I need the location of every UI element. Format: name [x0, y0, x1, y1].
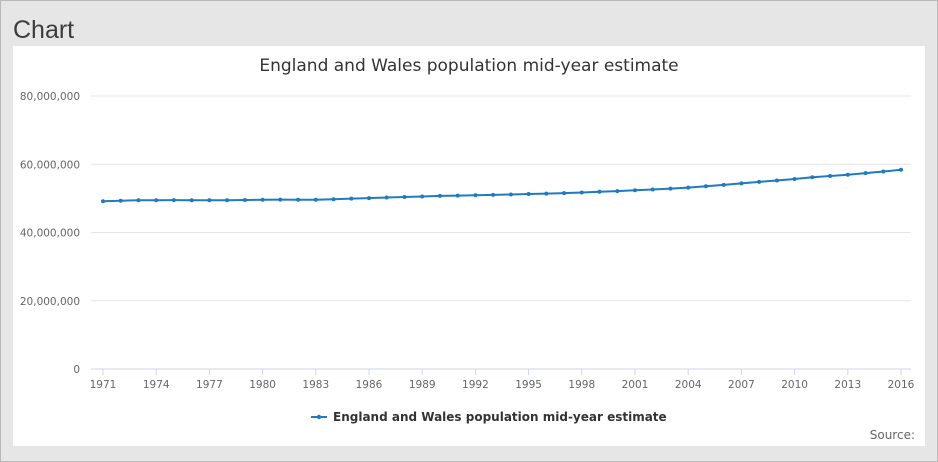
legend-item-label[interactable]: England and Wales population mid-year es…	[333, 410, 667, 424]
y-axis-labels: 0 20,000,000 40,000,000 60,000,000 80,000,00…	[20, 91, 80, 376]
data-point	[402, 195, 407, 199]
y-tick-label: 40,000,000	[20, 228, 80, 240]
data-point	[296, 197, 301, 202]
chart-title: England and Wales population mid-year es…	[259, 56, 678, 76]
data-point	[562, 191, 567, 196]
data-point	[367, 196, 371, 201]
data-point	[863, 171, 868, 176]
data-point	[703, 184, 708, 189]
data-point	[757, 179, 762, 184]
x-tick-label: 1971	[90, 379, 117, 391]
legend[interactable]: England and Wales population mid-year es…	[311, 410, 667, 424]
data-point	[225, 198, 230, 203]
x-tick-label: 1989	[409, 379, 436, 391]
data-point	[207, 198, 212, 203]
data-point	[845, 172, 850, 177]
data-point	[668, 186, 673, 191]
data-point	[615, 189, 620, 194]
x-tick-label: 2013	[834, 379, 861, 391]
page-heading: Chart	[13, 16, 75, 44]
data-point	[171, 198, 176, 203]
x-tick-label: 1974	[143, 379, 170, 391]
data-point	[491, 192, 496, 197]
data-point	[633, 188, 637, 193]
data-point	[331, 197, 336, 202]
data-point	[278, 197, 283, 202]
x-tick-label: 1995	[515, 379, 542, 391]
x-tick-label: 2016	[888, 379, 915, 391]
data-point	[881, 169, 886, 174]
data-point	[313, 197, 318, 202]
data-point	[828, 174, 833, 178]
data-point	[579, 190, 584, 195]
x-tick-label: 1977	[196, 379, 223, 391]
legend-dot-marker	[316, 414, 322, 420]
series-line	[102, 168, 902, 203]
data-point	[349, 196, 354, 201]
series-layer	[101, 167, 903, 204]
line-chart: England and Wales population mid-year es…	[20, 56, 915, 424]
data-point	[384, 195, 389, 200]
data-point	[526, 192, 531, 196]
x-tick-label: 1992	[462, 379, 489, 391]
gridlines	[91, 95, 911, 302]
x-axis: 1971 1974 1977 1980 1983 1986 1989 1992 1995 1998…	[90, 368, 915, 391]
data-point	[544, 191, 549, 196]
data-point	[136, 198, 141, 203]
source-label: Source:	[869, 428, 915, 442]
data-point	[597, 189, 602, 194]
data-point	[508, 192, 513, 197]
data-point	[739, 181, 744, 186]
data-point	[774, 178, 779, 183]
data-point	[242, 198, 247, 202]
data-point	[154, 198, 159, 203]
data-point	[189, 198, 194, 203]
y-tick-label: 60,000,000	[20, 159, 80, 171]
x-tick-label: 1998	[568, 379, 595, 391]
data-point	[437, 193, 442, 198]
data-point	[260, 197, 265, 202]
y-tick-label: 0	[73, 364, 80, 376]
y-tick-label: 80,000,000	[20, 91, 80, 103]
y-tick-label: 20,000,000	[20, 296, 80, 308]
x-tick-label: 2010	[781, 379, 808, 391]
data-point	[650, 187, 655, 192]
chart-panel: England and Wales population mid-year es…	[13, 46, 925, 446]
data-point	[473, 193, 478, 198]
data-point	[810, 175, 815, 180]
data-point	[686, 185, 691, 190]
x-tick-label: 1980	[249, 379, 276, 391]
data-point	[455, 193, 460, 198]
data-point	[101, 199, 105, 204]
data-point	[118, 198, 123, 203]
x-tick-label: 1986	[356, 379, 383, 391]
x-tick-label: 2001	[622, 379, 649, 391]
x-tick-label: 2007	[728, 379, 755, 391]
data-point	[420, 194, 425, 199]
data-point	[792, 177, 797, 181]
x-tick-label: 2004	[675, 379, 702, 391]
data-point	[721, 182, 726, 187]
x-tick-label: 1983	[302, 379, 329, 391]
data-point	[899, 167, 903, 172]
